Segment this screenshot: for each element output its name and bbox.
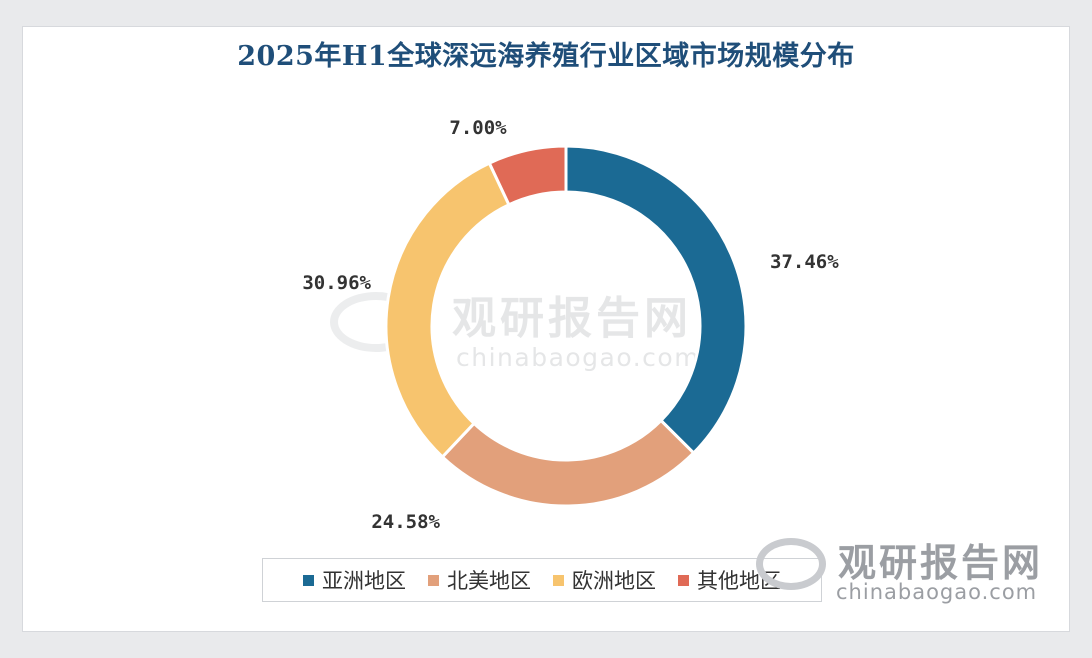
chart-title: 2025年H1全球深远海养殖行业区域市场规模分布 [237,41,855,72]
legend-item-north-america: 北美地区 [428,565,531,595]
slice-label-north-america: 24.58% [371,511,440,533]
chart-legend: 亚洲地区 北美地区 欧洲地区 其他地区 [262,558,822,602]
corner-url: chinabaogao.com [836,580,1038,604]
legend-swatch-europe [553,574,564,586]
corner-logo: 观研报告网 chinabaogao.com [752,530,1072,610]
legend-swatch-other [678,574,689,586]
legend-item-asia: 亚洲地区 [303,565,406,595]
legend-swatch-north-america [428,574,439,586]
chart-card [22,26,1070,632]
legend-label-europe: 欧洲地区 [572,569,656,593]
donut-slice-asia [564,144,748,456]
donut-slice-other [487,144,568,207]
slice-label-europe: 30.96% [302,272,371,294]
legend-swatch-asia [303,574,314,586]
donut-slice-north-america [440,418,696,508]
legend-label-asia: 亚洲地区 [322,569,406,593]
corner-brand: 观研报告网 [838,541,1044,585]
legend-label-north-america: 北美地区 [447,569,531,593]
eye-logo-icon [756,538,826,590]
slice-label-asia: 37.46% [770,251,839,273]
slice-label-other: 7.00% [449,117,507,139]
donut-slice-europe [384,161,511,460]
legend-item-europe: 欧洲地区 [553,565,656,595]
